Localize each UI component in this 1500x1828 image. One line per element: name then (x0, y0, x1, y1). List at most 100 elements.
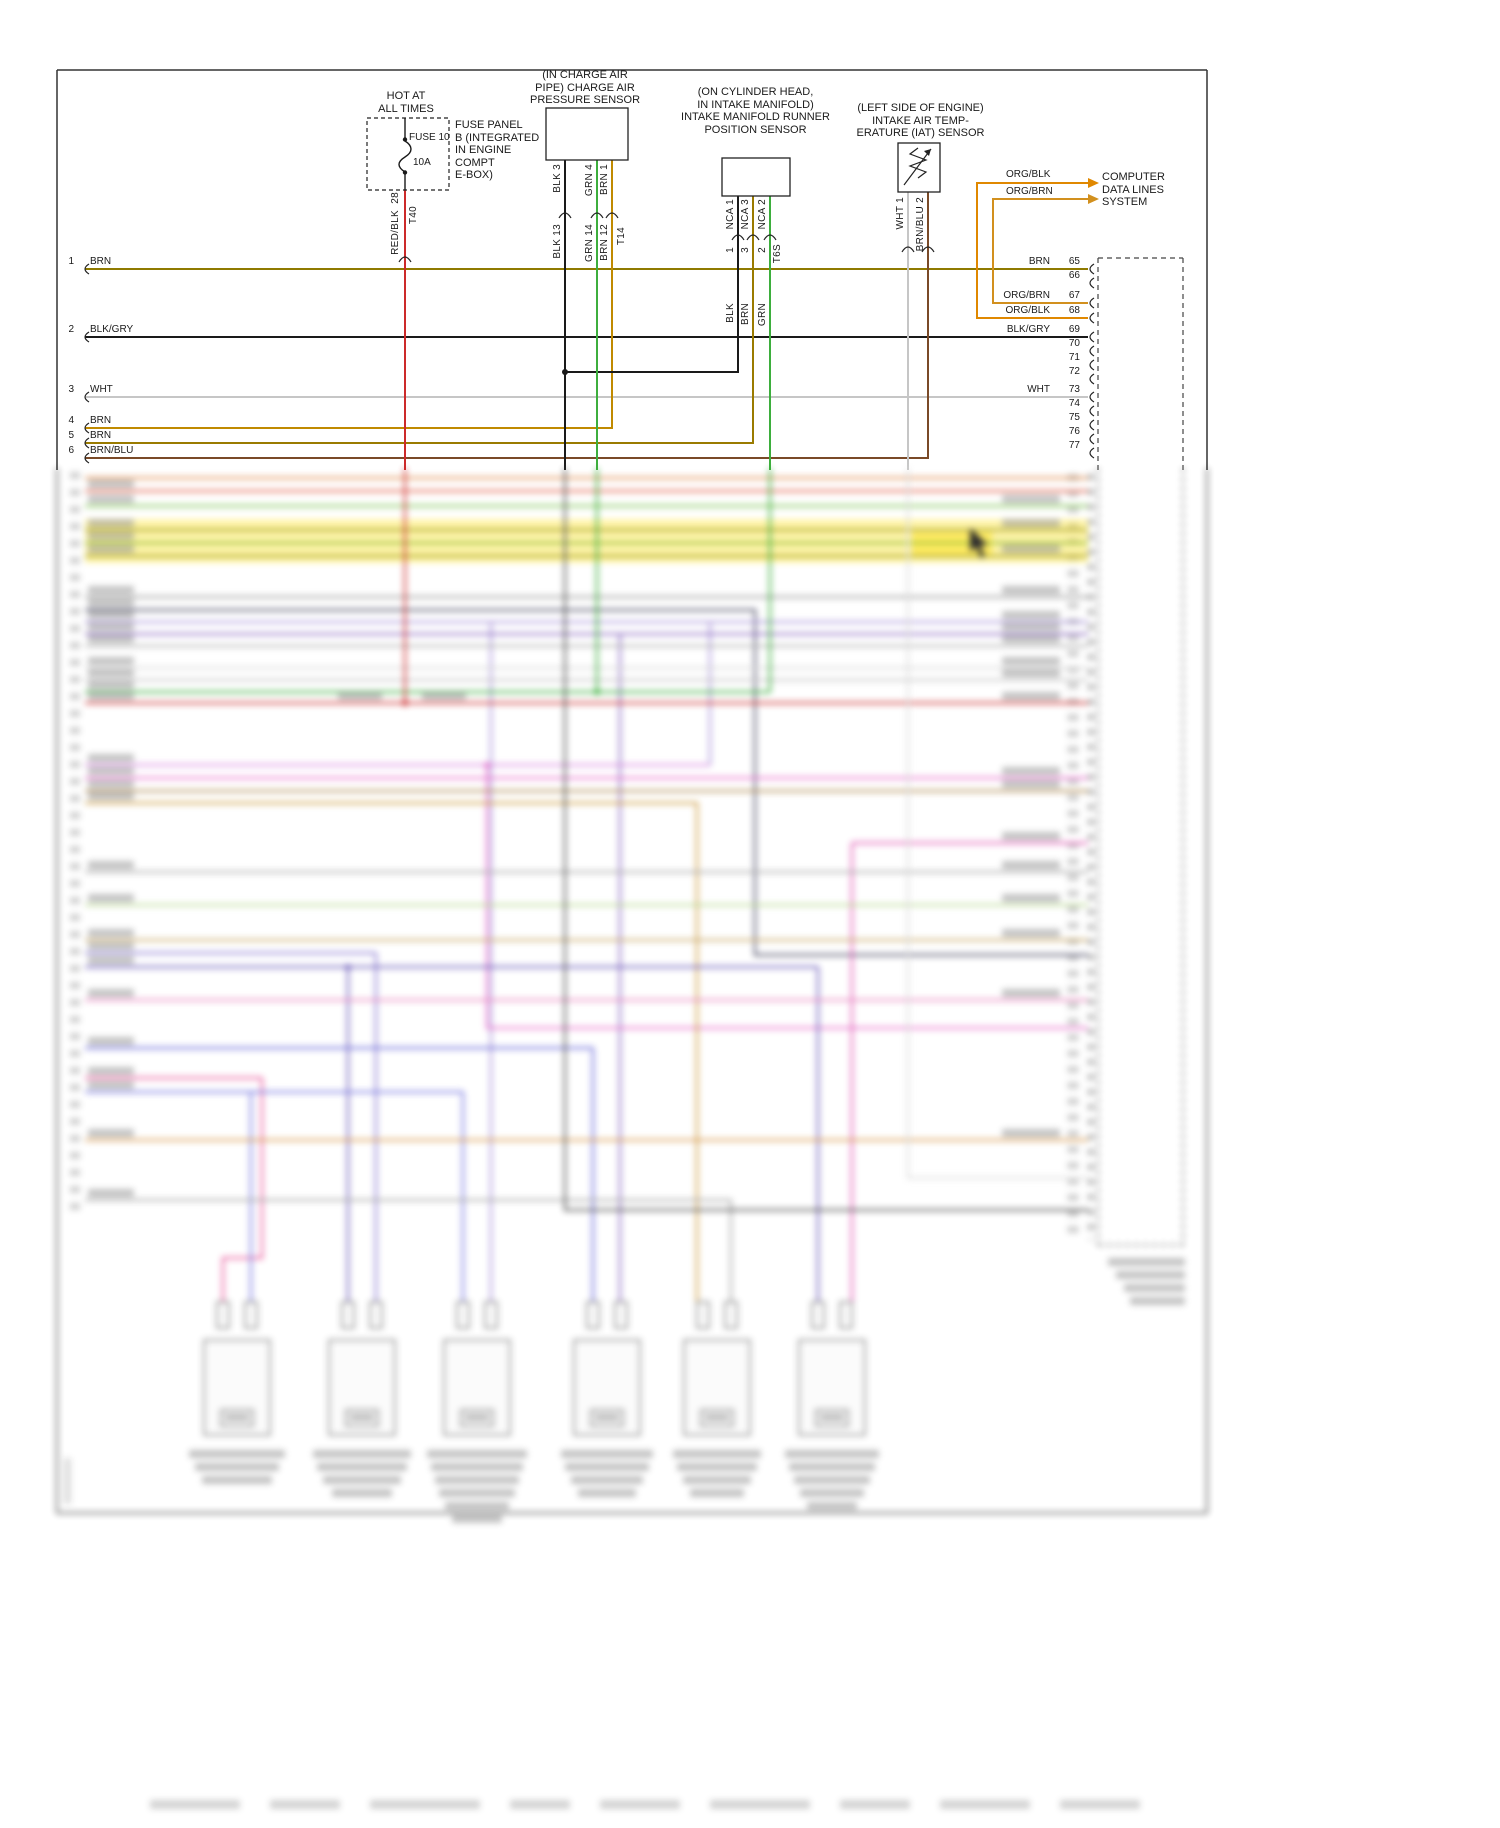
ecm-pin-label: WHT (1027, 384, 1050, 395)
component-boxes (545, 107, 941, 197)
wire-orgbrn (992, 198, 1088, 304)
runner-pin-2: NCA 2 (757, 199, 768, 230)
fuse-rating-label: 10A (413, 157, 431, 168)
junction-dot-pnk (484, 762, 490, 768)
fuse-name-label: FUSE 10 (409, 132, 450, 143)
wire-brnblu-left6 (85, 192, 929, 459)
left-wire-label: BRN/BLU (90, 445, 134, 456)
left-wire-label: BRN (90, 430, 112, 441)
charge-air-pin-brn: BRN 1 (599, 164, 610, 195)
runner-cavity-1: 1 (725, 247, 736, 253)
sheet-border (56, 69, 1208, 470)
runner-pin-1: NCA 1 (725, 199, 736, 230)
ecm-pin-number: 66 (1068, 270, 1080, 281)
cursor-pointer (970, 528, 988, 558)
junction-dot-grn (593, 688, 601, 696)
charge-air-sensor-box (545, 107, 629, 161)
left-wire-number: 6 (68, 445, 74, 456)
ecm-pin-number: 68 (1068, 305, 1080, 316)
wiring-diagram-sharp-layer (56, 69, 1208, 470)
left-edge-pin-marks (84, 263, 90, 464)
ecm-pin-number: 76 (1068, 426, 1080, 437)
junction-dot-red (401, 699, 409, 707)
wire-orgblk (976, 182, 1088, 319)
left-wire-label: WHT (90, 384, 113, 395)
left-wire-number: 4 (68, 415, 74, 426)
ecm-pin-number: 73 (1068, 384, 1080, 395)
blurred-watermark (64, 1458, 71, 1504)
ecm-pin-label: BRN (1028, 256, 1050, 267)
thermistor-symbol (903, 147, 932, 186)
fuse-terminal-top (402, 137, 408, 142)
charge-air-cavity-grn: GRN 14 (584, 224, 595, 262)
runner-wire-blk: BLK (725, 303, 736, 323)
fuse-panel-label: FUSE PANEL B (INTEGRATED IN ENGINE COMPT… (455, 119, 540, 181)
left-wire-label: BLK/GRY (90, 324, 134, 335)
blurred-wiring-svg (56, 468, 1208, 1809)
runner-pin-3: NCA 3 (740, 199, 751, 230)
runner-position-sensor-box (721, 157, 791, 197)
ecm-pin-label: ORG/BLK (1005, 305, 1050, 316)
t14-connector-label: T14 (616, 227, 627, 246)
orgblk-wire-label: ORG/BLK (1006, 169, 1051, 180)
ecm-pin-number: 70 (1068, 338, 1080, 349)
ecm-pin-number: 77 (1068, 440, 1080, 451)
blurred-diagram-region (0, 468, 1500, 1828)
orgbrn-wire-label: ORG/BRN (1006, 186, 1053, 197)
connector-break-marks (398, 212, 935, 263)
iat-pin-brnblu: BRN/BLU 2 (915, 197, 926, 252)
charge-air-pin-blk: BLK 3 (552, 164, 563, 193)
hot-at-all-times-label: HOT AT ALL TIMES (378, 90, 434, 115)
left-wire-label: BRN (90, 256, 112, 267)
ecm-pin-number: 67 (1068, 290, 1080, 301)
ecm-pin-number: 71 (1068, 352, 1080, 363)
sheet-border-lower (56, 468, 1208, 1514)
charge-air-cavity-blk: BLK 13 (552, 224, 563, 259)
left-wire-number: 5 (68, 430, 74, 441)
blurred-footer-legend (150, 1800, 1140, 1809)
ecm-pin-label: BLK/GRY (1006, 324, 1050, 335)
data-line-arrow-top (1088, 178, 1099, 188)
blurred-right-wire-labels (338, 495, 1060, 1137)
blurred-left-wire-labels (88, 480, 134, 1197)
charge-air-sensor-caption: (IN CHARGE AIR PIPE) CHARGE AIR PRESSURE… (529, 69, 641, 106)
left-wire-number: 2 (68, 324, 74, 335)
ecm-pin-label: ORG/BRN (1003, 290, 1050, 301)
ecm-pin-number: 75 (1068, 412, 1080, 423)
ecm-pin-number: 72 (1068, 366, 1080, 377)
left-wire-number: 1 (68, 256, 74, 267)
left-wire-number: 3 (68, 384, 74, 395)
runner-cavity-3: 3 (740, 247, 751, 253)
t40-connector-label: T40 (408, 206, 419, 225)
fuse-symbol (398, 118, 412, 190)
wire-grn-sensors (596, 160, 771, 470)
runner-sensor-caption: (ON CYLINDER HEAD, IN INTAKE MANIFOLD) I… (681, 86, 830, 136)
ecm-pin-number: 65 (1068, 256, 1080, 267)
data-line-arrow-bottom (1088, 194, 1099, 204)
redblk-wire-label: RED/BLK (390, 210, 401, 255)
redblk-wire-number: 28 (390, 192, 401, 204)
computer-data-lines-label: COMPUTER DATA LINES SYSTEM (1102, 171, 1165, 208)
ecm-connector-outline (1097, 257, 1184, 470)
runner-wire-grn: GRN (757, 303, 768, 327)
runner-cavity-2: 2 (757, 247, 768, 253)
t6s-connector-label: T6S (772, 244, 783, 264)
left-wire-label: BRN (90, 415, 112, 426)
runner-wire-brn: BRN (740, 303, 751, 326)
blurred-component-captions (189, 1414, 879, 1523)
blurred-wires (85, 468, 1088, 1302)
ecm-pin-marks (1089, 263, 1095, 459)
wire-blk-sensors (564, 160, 739, 470)
wire-brn-left4 (85, 160, 613, 429)
charge-air-cavity-brn: BRN 12 (599, 224, 610, 261)
blurred-ecm-caption (1108, 1258, 1185, 1305)
junction-dot-blk (562, 369, 568, 375)
ecm-connector-outline-lower (1097, 468, 1184, 1246)
charge-air-pin-grn: GRN 4 (584, 164, 595, 197)
fuse-terminal-bottom (402, 170, 408, 175)
bottom-component-boxes (203, 1301, 866, 1436)
junction-dot-pur (345, 964, 351, 970)
ecm-pin-number: 74 (1068, 398, 1080, 409)
ecm-pin-number: 69 (1068, 324, 1080, 335)
